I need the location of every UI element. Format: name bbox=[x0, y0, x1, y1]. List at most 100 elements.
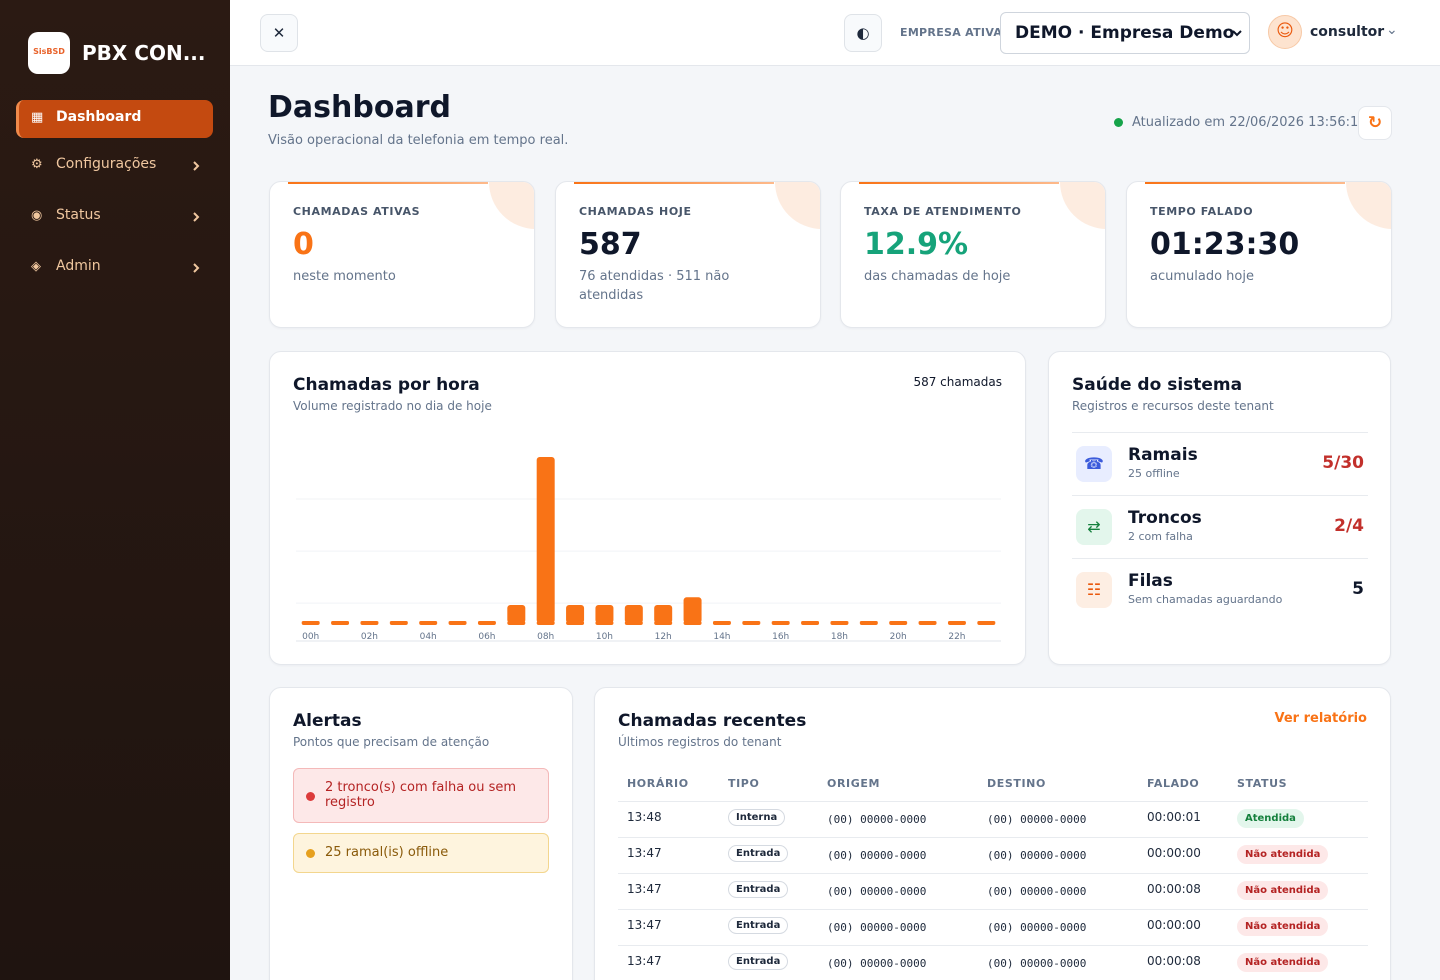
status-pill: Atendida bbox=[1237, 809, 1304, 828]
phone-number: (00) 00000-0000 bbox=[987, 921, 1087, 934]
alerts-subtitle: Pontos que precisam de atenção bbox=[293, 735, 490, 749]
kpi-accent bbox=[1145, 182, 1345, 184]
column-header: FALADO bbox=[1147, 777, 1200, 790]
kpi-value: 12.9% bbox=[864, 227, 969, 262]
phone-number: (00) 00000-0000 bbox=[987, 849, 1087, 862]
bar bbox=[771, 621, 790, 623]
nav-item[interactable]: ▦ Dashboard bbox=[16, 100, 213, 138]
recent-subtitle: Últimos registros do tenant bbox=[618, 735, 782, 749]
logo: SisBSD bbox=[28, 32, 70, 74]
health-value: 2/4 bbox=[1334, 516, 1364, 536]
kpi-decoration bbox=[1060, 182, 1105, 229]
health-icon-box: ⇄ bbox=[1076, 509, 1112, 545]
row-separator bbox=[618, 873, 1368, 874]
avatar[interactable]: ☺ bbox=[1268, 15, 1302, 49]
bar bbox=[859, 621, 878, 623]
health-name: Ramais bbox=[1128, 445, 1198, 465]
health-icon-box: ☷ bbox=[1076, 572, 1112, 608]
column-header: ORIGEM bbox=[827, 777, 881, 790]
theme-button[interactable]: ◐ bbox=[844, 14, 882, 52]
kpi-card: TAXA DE ATENDIMENTO 12.9% das chamadas de … bbox=[840, 181, 1106, 328]
x-tick-label: 10h bbox=[596, 632, 613, 642]
close-button[interactable]: ✕ bbox=[260, 14, 298, 52]
refresh-icon: ↻ bbox=[1367, 113, 1383, 133]
kpi-note: das chamadas de hoje bbox=[864, 269, 1011, 284]
phone-number: (00) 00000-0000 bbox=[827, 921, 927, 934]
nav-label: Dashboard bbox=[56, 109, 142, 125]
bar bbox=[595, 605, 614, 623]
health-card: Saúde do sistema Registros e recursos des… bbox=[1048, 351, 1391, 665]
phone-number: (00) 00000-0000 bbox=[987, 885, 1087, 898]
health-detail: Sem chamadas aguardando bbox=[1128, 593, 1283, 606]
phone-number: (00) 00000-0000 bbox=[827, 885, 927, 898]
health-name: Troncos bbox=[1128, 508, 1202, 528]
alerts-card: Alertas Pontos que precisam de atenção 2 t… bbox=[269, 687, 573, 980]
status-pill: Não atendida bbox=[1237, 917, 1329, 936]
column-header: TIPO bbox=[728, 777, 760, 790]
x-tick-label: 14h bbox=[713, 632, 730, 642]
alert: 25 ramal(is) offline bbox=[293, 833, 549, 873]
bar bbox=[683, 597, 702, 623]
bar bbox=[389, 621, 408, 623]
alert: 2 tronco(s) com falha ou sem registro bbox=[293, 768, 549, 823]
bar bbox=[331, 621, 350, 623]
nav-item[interactable]: ◈ Admin bbox=[16, 249, 213, 287]
talk-time: 00:00:08 bbox=[1147, 954, 1201, 968]
health-row: ☷ Filas Sem chamadas aguardando 5 bbox=[1072, 558, 1368, 621]
type-pill: Entrada bbox=[728, 953, 789, 970]
kpi-accent bbox=[574, 182, 774, 184]
bar bbox=[477, 621, 496, 623]
status-dot bbox=[1114, 118, 1123, 127]
kpi-note: acumulado hoje bbox=[1150, 269, 1254, 284]
user-chevron: ⌄ bbox=[1386, 22, 1398, 38]
health-title: Saúde do sistema bbox=[1072, 375, 1243, 395]
status-pill: Não atendida bbox=[1237, 845, 1329, 864]
health-subtitle: Registros e recursos deste tenant bbox=[1072, 399, 1274, 413]
health-detail: 2 com falha bbox=[1128, 530, 1193, 543]
kpi-value: 587 bbox=[579, 227, 642, 262]
chart-subtitle: Volume registrado no dia de hoje bbox=[293, 399, 492, 413]
bar bbox=[830, 621, 849, 623]
phone-number: (00) 00000-0000 bbox=[987, 957, 1087, 970]
row-separator bbox=[618, 801, 1368, 802]
health-detail: 25 offline bbox=[1128, 467, 1180, 480]
chevron bbox=[193, 161, 200, 171]
bar bbox=[624, 605, 643, 623]
user-name[interactable]: consultor bbox=[1310, 24, 1385, 40]
chart-total: 587 chamadas bbox=[913, 375, 1002, 389]
logo-text: SisBSD bbox=[33, 47, 65, 56]
recent-card: Chamadas recentes Últimos registros do te… bbox=[594, 687, 1391, 980]
row-separator bbox=[618, 909, 1368, 910]
x-tick-label: 20h bbox=[890, 632, 907, 642]
health-name: Filas bbox=[1128, 571, 1173, 591]
health-value: 5/30 bbox=[1322, 453, 1364, 473]
nav-label: Configurações bbox=[56, 156, 157, 172]
kpi-decoration bbox=[775, 182, 820, 229]
talk-time: 00:00:08 bbox=[1147, 882, 1201, 896]
nav-icon: ◈ bbox=[31, 259, 41, 274]
report-link[interactable]: Ver relatório bbox=[1274, 711, 1367, 726]
nav-item[interactable]: ⚙ Configurações bbox=[16, 147, 213, 185]
phone-number: (00) 00000-0000 bbox=[827, 957, 927, 970]
x-tick-label: 12h bbox=[655, 632, 672, 642]
company-select[interactable]: DEMO · Empresa Demo bbox=[1000, 12, 1250, 54]
kpi-label: CHAMADAS HOJE bbox=[579, 205, 692, 218]
bar bbox=[360, 621, 379, 623]
nav-icon: ▦ bbox=[31, 110, 44, 125]
kpi-card: CHAMADAS ATIVAS 0 neste momento bbox=[269, 181, 535, 328]
kpi-accent bbox=[288, 182, 488, 184]
bar bbox=[566, 605, 585, 623]
nav-item[interactable]: ◉ Status bbox=[16, 198, 213, 236]
status-pill: Não atendida bbox=[1237, 953, 1329, 972]
topbar: ✕ ◐ EMPRESA ATIVA DEMO · Empresa Demo ☺ consu… bbox=[230, 0, 1440, 66]
kpi-label: CHAMADAS ATIVAS bbox=[293, 205, 421, 218]
company-label: EMPRESA ATIVA bbox=[900, 26, 1003, 39]
x-tick-label: 22h bbox=[948, 632, 965, 642]
health-icon: ☎ bbox=[1084, 454, 1104, 473]
refresh-button[interactable]: ↻ bbox=[1358, 106, 1392, 140]
x-tick-label: 08h bbox=[537, 632, 554, 642]
type-pill: Entrada bbox=[728, 917, 789, 934]
chart-card: Chamadas por hora Volume registrado no di… bbox=[269, 351, 1026, 665]
theme-icon: ◐ bbox=[856, 24, 870, 42]
